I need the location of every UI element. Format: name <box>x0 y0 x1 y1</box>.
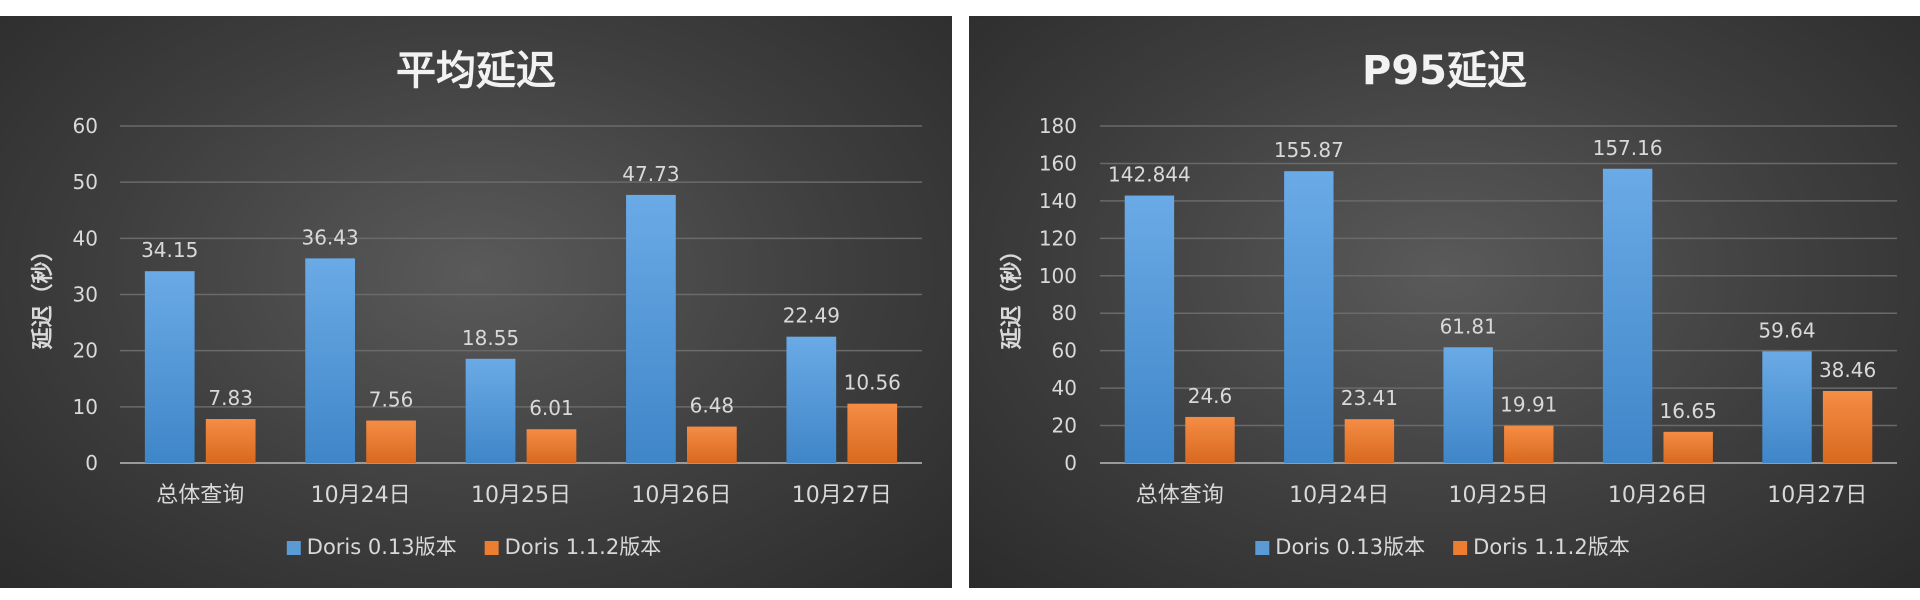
y-tick-label: 0 <box>1064 451 1077 475</box>
y-tick-label: 80 <box>1052 301 1077 325</box>
y-tick-label: 180 <box>1039 114 1077 138</box>
x-category-label: 总体查询 <box>156 483 244 508</box>
x-category-label: 10月27日 <box>1767 483 1867 508</box>
bar-doris-0-13 <box>1443 347 1493 463</box>
data-label: 59.64 <box>1758 318 1815 342</box>
data-label: 16.65 <box>1660 399 1717 423</box>
bar-doris-0-13 <box>786 336 837 463</box>
bar-doris-0-13 <box>1124 195 1175 464</box>
y-tick-label: 60 <box>73 114 98 138</box>
x-category-label: 10月26日 <box>1608 483 1708 508</box>
y-tick-label: 10 <box>73 395 98 419</box>
bar-doris-1-1-2 <box>687 426 737 463</box>
legend-label: Doris 1.1.2版本 <box>1473 535 1630 559</box>
chart-panel-p95-latency: P95延迟 0 20 40 60 80 100 120 140 160 180 延迟（秒） 142.84… <box>969 16 1920 588</box>
x-category-label: 10月25日 <box>471 483 571 508</box>
data-label: 24.6 <box>1188 384 1233 408</box>
y-tick-label: 40 <box>73 226 98 250</box>
data-label: 7.56 <box>369 388 414 412</box>
y-tick-label: 40 <box>1052 376 1077 400</box>
bar-doris-1-1-2 <box>1344 419 1395 463</box>
y-tick-label: 0 <box>85 451 98 475</box>
x-category-label: 10月25日 <box>1449 483 1549 508</box>
data-label: 155.87 <box>1274 138 1344 162</box>
data-label: 157.16 <box>1593 136 1663 160</box>
bar-doris-0-13 <box>305 258 355 463</box>
x-category-label: 10月26日 <box>631 483 731 508</box>
y-tick-label: 140 <box>1039 189 1077 213</box>
data-label: 6.01 <box>529 396 574 420</box>
legend: Doris 0.13版本 Doris 1.1.2版本 <box>286 535 662 559</box>
bar-doris-0-13 <box>144 271 195 463</box>
y-tick-label: 20 <box>73 339 98 363</box>
legend-swatch <box>484 541 499 555</box>
x-category-label: 10月24日 <box>1289 483 1389 508</box>
legend-swatch <box>286 541 301 555</box>
x-category-label: 总体查询 <box>1136 483 1224 508</box>
bar-doris-0-13 <box>1602 168 1653 464</box>
data-label: 22.49 <box>783 304 840 328</box>
bar-doris-0-13 <box>1284 171 1334 463</box>
average-latency-chart: 平均延迟 0 10 20 30 40 50 60 延迟（秒） 34.15 7.83 总体查询 36.43… <box>31 48 922 559</box>
data-label: 7.83 <box>208 386 253 410</box>
bar-doris-1-1-2 <box>847 403 898 463</box>
data-label: 47.73 <box>622 162 679 186</box>
bar-doris-1-1-2 <box>366 420 416 463</box>
chart-title: P95延迟 <box>1362 48 1527 94</box>
legend: Doris 0.13版本 Doris 1.1.2版本 <box>1255 535 1630 559</box>
bar-doris-1-1-2 <box>1185 416 1235 463</box>
legend-label: Doris 1.1.2版本 <box>505 535 662 559</box>
x-category-label: 10月24日 <box>311 483 411 508</box>
data-label: 23.41 <box>1341 386 1398 410</box>
data-label: 61.81 <box>1440 314 1497 338</box>
bar-doris-0-13 <box>1762 351 1812 463</box>
y-axis-label: 延迟（秒） <box>1000 239 1025 350</box>
y-tick-label: 30 <box>73 283 98 307</box>
chart-title: 平均延迟 <box>396 48 556 94</box>
y-axis-label: 延迟（秒） <box>31 239 56 350</box>
bar-doris-0-13 <box>465 358 516 463</box>
y-tick-label: 120 <box>1039 226 1077 250</box>
data-label: 142.844 <box>1108 163 1191 187</box>
data-label: 10.56 <box>844 371 901 395</box>
chart-panel-average-latency: 平均延迟 0 10 20 30 40 50 60 延迟（秒） 34.15 7.83 总体查询 36.43… <box>0 16 952 588</box>
bar-doris-1-1-2 <box>1663 431 1713 463</box>
legend-swatch <box>1255 541 1270 555</box>
bar-doris-1-1-2 <box>205 419 256 463</box>
legend-label: Doris 0.13版本 <box>1275 535 1425 559</box>
y-tick-label: 60 <box>1052 339 1077 363</box>
bar-doris-1-1-2 <box>1822 390 1873 463</box>
data-label: 38.46 <box>1819 358 1876 382</box>
data-label: 34.15 <box>141 238 198 262</box>
x-category-label: 10月27日 <box>792 483 892 508</box>
y-tick-label: 160 <box>1039 151 1077 175</box>
y-tick-label: 20 <box>1052 414 1077 438</box>
bar-doris-0-13 <box>626 194 676 463</box>
bar-doris-1-1-2 <box>526 429 577 463</box>
data-label: 18.55 <box>462 326 519 350</box>
p95-latency-chart: P95延迟 0 20 40 60 80 100 120 140 160 180 延迟（秒） 142.84… <box>1000 48 1897 559</box>
legend-label: Doris 0.13版本 <box>307 535 457 559</box>
data-label: 6.48 <box>690 394 735 418</box>
y-tick-label: 100 <box>1039 264 1077 288</box>
data-label: 19.91 <box>1500 393 1557 417</box>
legend-swatch <box>1453 541 1468 555</box>
bar-doris-1-1-2 <box>1504 425 1554 463</box>
y-tick-label: 50 <box>73 170 98 194</box>
data-label: 36.43 <box>301 225 358 249</box>
